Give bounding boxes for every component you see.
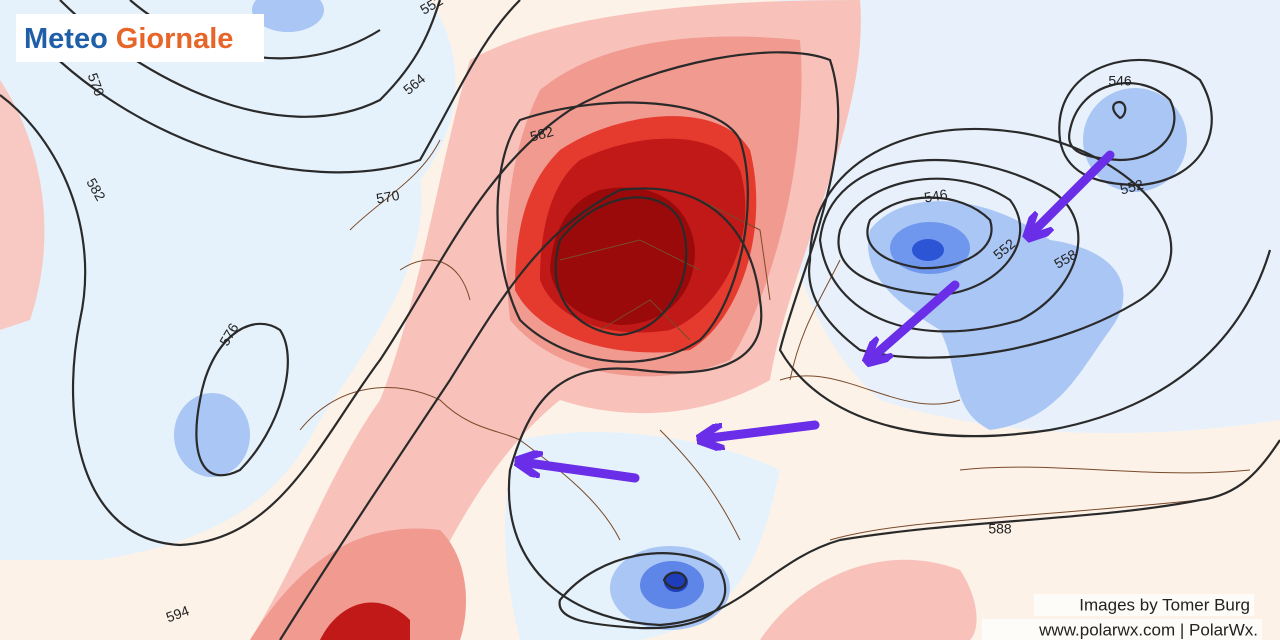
logo-box bbox=[16, 14, 264, 62]
contour-label: 552 bbox=[1118, 176, 1145, 198]
warm-anomaly bbox=[760, 559, 977, 640]
contour-label: 570 bbox=[375, 187, 401, 207]
arrows bbox=[528, 150, 1115, 483]
warm-anomaly bbox=[550, 187, 695, 325]
credit: Images by Tomer Burg bbox=[1079, 595, 1250, 614]
cool-zone bbox=[0, 60, 422, 560]
cold-anomaly bbox=[252, 0, 324, 32]
warm-anomaly bbox=[250, 528, 466, 640]
contour-label: 546 bbox=[923, 186, 949, 206]
contour-label: 594 bbox=[164, 602, 192, 625]
cold-anomaly bbox=[174, 393, 250, 477]
contour-label: 570 bbox=[85, 71, 108, 99]
credit: www.polarwx.com | PolarWx. bbox=[1038, 620, 1258, 639]
cold-anomaly bbox=[912, 239, 944, 261]
logo-word: Meteo Giornale bbox=[24, 23, 233, 55]
logo-word: Meteo bbox=[24, 23, 108, 55]
contour-label: 588 bbox=[988, 521, 1012, 537]
credit-box bbox=[1034, 594, 1254, 616]
warm-anomaly bbox=[320, 602, 410, 640]
logo-word: Giornale bbox=[116, 23, 234, 55]
warm-anomaly bbox=[0, 80, 45, 330]
credit-box bbox=[982, 619, 1262, 640]
contour-label: 582 bbox=[528, 123, 555, 145]
contour-label: 546 bbox=[1108, 73, 1132, 89]
borders bbox=[299, 139, 1251, 541]
